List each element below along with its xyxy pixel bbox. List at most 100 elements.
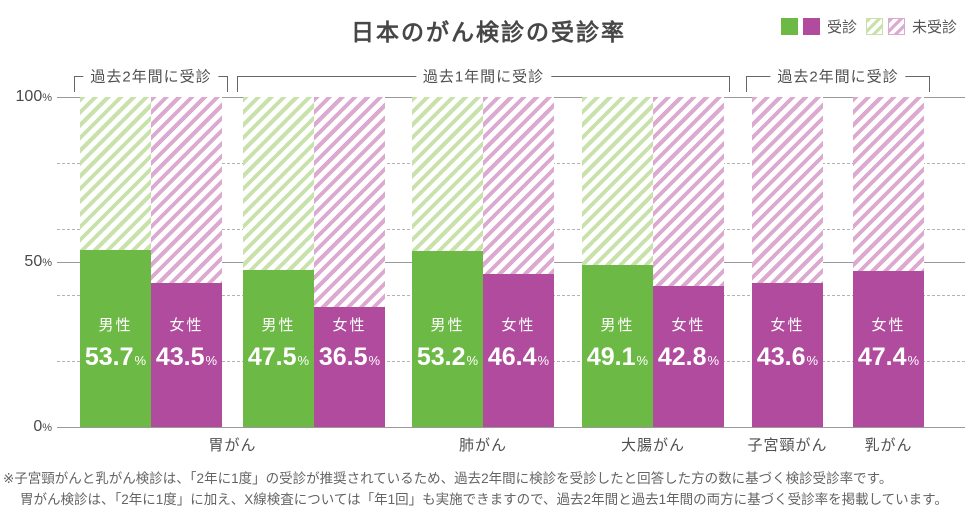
bar-unscreened-segment <box>314 97 385 307</box>
footnote-line-1: ※子宮頸がんと乳がん検診は、「2年に1度」の受診が推奨されているため、過去2年間… <box>3 471 893 486</box>
period-bracket-label: 過去2年間に受診 <box>83 68 219 86</box>
bar-screened-segment <box>243 270 314 427</box>
bar-value-number: 53.7 <box>84 343 134 371</box>
bar-value-number: 46.4 <box>487 343 537 371</box>
bar-unscreened-segment <box>151 97 222 284</box>
legend-swatch-male-unscreened-icon <box>865 18 883 35</box>
percent-sign: % <box>297 353 310 368</box>
bar-screened-segment <box>412 251 483 427</box>
bar-label: 女性 43.6% <box>752 318 823 373</box>
grid-line-solid-0 <box>57 427 965 428</box>
legend-received-label: 受診 <box>826 19 857 36</box>
bar-value: 36.5% <box>314 345 385 373</box>
bar-gender-label: 女性 <box>770 317 805 334</box>
bar-value: 47.5% <box>243 345 314 373</box>
bar-screened-segment <box>582 264 653 427</box>
period-bracket-1: 過去1年間に受診 <box>237 68 730 92</box>
bar-value-number: 43.6 <box>756 343 806 371</box>
bar-female-group2: 女性 46.4% <box>483 97 554 427</box>
period-bracket-label: 過去1年間に受診 <box>415 68 552 86</box>
y-axis-label-100: 100% <box>0 88 52 107</box>
bar-female-group3: 女性 42.8% <box>653 97 724 427</box>
footnote: ※子宮頸がんと乳がん検診は、「2年に1度」の受診が推奨されているため、過去2年間… <box>3 468 975 510</box>
bar-gender-label: 女性 <box>501 317 536 334</box>
category-label: 胃がん <box>208 437 257 454</box>
bar-gender-label: 女性 <box>871 317 906 334</box>
bar-label: 男性 53.7% <box>80 318 151 373</box>
bar-gender-label: 女性 <box>169 317 204 334</box>
bar-label: 女性 36.5% <box>314 318 385 373</box>
bar-label: 男性 53.2% <box>412 318 483 373</box>
bar-male-group1: 男性 47.5% <box>243 97 314 427</box>
bar-gender-label: 女性 <box>671 317 706 334</box>
bar-unscreened-segment <box>582 97 653 265</box>
bar-female-group4: 女性 43.6% <box>752 97 823 427</box>
bar-value-number: 53.2 <box>416 343 466 371</box>
bar-gender-label: 女性 <box>332 317 367 334</box>
bar-female-group5: 女性 47.4% <box>853 97 924 427</box>
category-label: 大腸がん <box>620 437 686 454</box>
legend-not-received-label: 未受診 <box>911 19 957 36</box>
y-tick-number: 50 <box>24 253 43 270</box>
bar-gender-label: 男性 <box>261 317 296 334</box>
bar-label: 女性 46.4% <box>483 318 554 373</box>
bar-value-number: 43.5 <box>155 343 205 371</box>
y-axis-label-50: 50% <box>0 253 52 272</box>
percent-sign: % <box>134 353 147 368</box>
percent-sign: % <box>42 92 52 104</box>
y-tick-number: 100 <box>15 88 43 105</box>
percent-sign: % <box>707 353 720 368</box>
bar-unscreened-segment <box>483 97 554 274</box>
percent-sign: % <box>466 353 479 368</box>
chart-legend: 受診 未受診 <box>780 16 961 37</box>
percent-sign: % <box>42 257 52 269</box>
bar-screened-segment <box>314 306 385 427</box>
bar-label: 男性 49.1% <box>582 318 653 373</box>
period-bracket-2: 過去2年間に受診 <box>746 68 930 92</box>
bar-value: 46.4% <box>483 345 554 373</box>
chart-title: 日本のがん検診の受診率 <box>351 19 626 45</box>
bar-value: 43.6% <box>752 345 823 373</box>
bar-unscreened-segment <box>80 97 151 250</box>
legend-swatch-female-unscreened-icon <box>887 18 905 35</box>
legend-swatch-male-received-icon <box>780 18 798 35</box>
bar-screened-segment <box>752 283 823 427</box>
percent-sign: % <box>636 353 649 368</box>
bar-value: 47.4% <box>853 345 924 373</box>
bar-value: 42.8% <box>653 345 724 373</box>
bar-label: 女性 42.8% <box>653 318 724 373</box>
percent-sign: % <box>537 353 550 368</box>
legend-swatch-female-received-icon <box>802 18 820 35</box>
y-tick-number: 0 <box>33 418 43 435</box>
bar-gender-label: 男性 <box>430 317 465 334</box>
bar-label: 女性 47.4% <box>853 318 924 373</box>
category-label: 肺がん <box>458 437 508 454</box>
bar-unscreened-segment <box>752 97 823 284</box>
bar-screened-segment <box>853 270 924 427</box>
bar-label: 男性 47.5% <box>243 318 314 373</box>
bar-value-number: 47.5 <box>247 343 297 371</box>
bar-value-number: 42.8 <box>657 343 707 371</box>
bar-screened-segment <box>151 283 222 427</box>
bar-male-group3: 男性 49.1% <box>582 97 653 427</box>
bar-male-group2: 男性 53.2% <box>412 97 483 427</box>
period-bracket-label: 過去2年間に受診 <box>770 68 906 86</box>
percent-sign: % <box>42 422 52 434</box>
bar-female-group0: 女性 43.5% <box>151 97 222 427</box>
bar-value: 53.7% <box>80 345 151 373</box>
bar-screened-segment <box>80 249 151 427</box>
bar-screened-segment <box>483 273 554 427</box>
category-label: 乳がん <box>864 437 913 454</box>
bar-gender-label: 男性 <box>98 317 133 334</box>
bar-label: 女性 43.5% <box>151 318 222 373</box>
period-bracket-0: 過去2年間に受診 <box>74 68 228 92</box>
bar-value-number: 36.5 <box>318 343 368 371</box>
y-axis-label-0: 0% <box>0 418 52 437</box>
bar-gender-label: 男性 <box>600 317 635 334</box>
bar-value: 49.1% <box>582 345 653 373</box>
bar-male-group0: 男性 53.7% <box>80 97 151 427</box>
bar-value: 43.5% <box>151 345 222 373</box>
bar-unscreened-segment <box>853 97 924 271</box>
percent-sign: % <box>806 353 819 368</box>
